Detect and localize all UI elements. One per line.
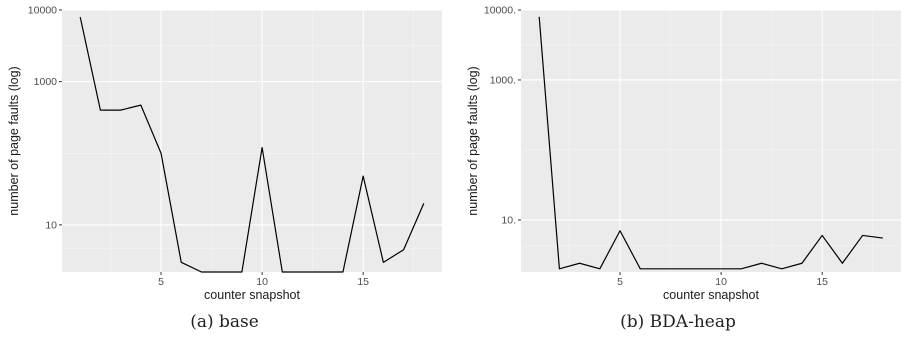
series-line [79, 16, 425, 273]
y-tick-label: 1000 [34, 76, 58, 88]
y-axis-title: number of page faults (log) [7, 66, 21, 215]
plot-background [521, 10, 901, 272]
series-line [538, 16, 883, 270]
x-tick-label: 15 [357, 276, 369, 288]
y-tick-label: 1000. [490, 74, 516, 86]
y-tick-label: 10000 [28, 5, 57, 17]
chart-caption: (a) base [190, 312, 259, 332]
x-tick-label: 10 [715, 276, 727, 288]
x-tick-label: 5 [617, 276, 623, 288]
x-tick-label: 5 [158, 276, 164, 288]
chart-caption: (b) BDA-heap [620, 312, 736, 332]
y-tick-label: 10000. [484, 5, 516, 17]
x-axis-title: counter snapshot [663, 288, 759, 302]
chart-panel-base: 5 10 15 10 1000 10000 counter snapshot number o… [0, 0, 449, 339]
chart-panel-bda-heap: 5 10 15 10. 1000. 10000. counter snapshot numbe… [449, 0, 907, 339]
x-axis-title: counter snapshot [204, 288, 300, 302]
x-tick-label: 10 [256, 276, 268, 288]
x-tick-label: 15 [816, 276, 828, 288]
y-tick-label: 10. [501, 214, 516, 226]
line-chart-bda-heap: 5 10 15 10. 1000. 10000. counter snapshot numbe… [466, 5, 901, 302]
y-tick-label: 10 [45, 219, 57, 231]
line-chart-base: 5 10 15 10 1000 10000 counter snapshot number o… [7, 5, 442, 302]
plot-background [62, 10, 442, 272]
y-axis-title: number of page faults (log) [466, 66, 480, 215]
